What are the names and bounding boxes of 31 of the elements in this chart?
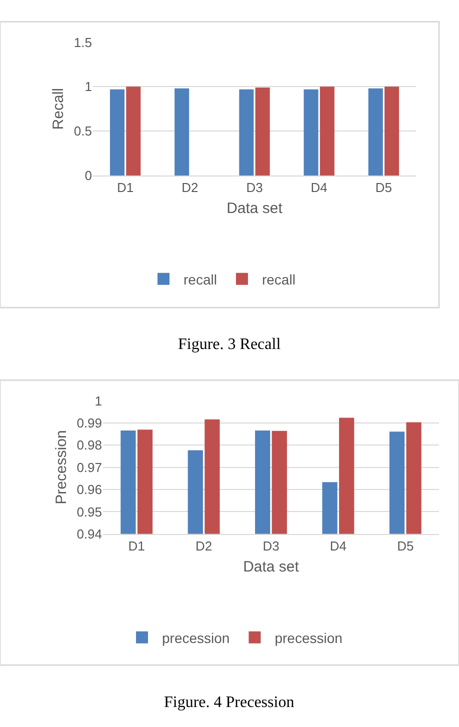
text: Figure. 4 Precession (164, 694, 294, 711)
legend-label: precession (274, 630, 342, 646)
y-tick-label: 1 (84, 79, 92, 94)
x-tick-label: D4 (310, 180, 328, 196)
y-tick-label: 1.5 (74, 34, 92, 50)
x-tick-label: D2 (182, 180, 198, 196)
x-tick-label: D5 (397, 538, 414, 554)
y-tick-label: 0.99 (76, 415, 102, 430)
x-tick-label: D4 (330, 538, 347, 554)
legend-label: recall (184, 271, 217, 288)
y-tick-label: 0.96 (76, 482, 102, 498)
y-tick-label: 1 (94, 393, 102, 408)
y-tick-label: 0 (84, 168, 92, 183)
x-tick-label: D5 (375, 180, 392, 196)
x-tick-label: D3 (262, 538, 280, 554)
y-axis-title: Recall (50, 88, 68, 130)
text: Figure. 3 Recall (178, 336, 282, 353)
y-tick-label: 0.97 (76, 460, 102, 475)
y-tick-label: 0.94 (76, 526, 102, 542)
y-axis-title: Precession (52, 430, 70, 504)
legend-label: recall (262, 271, 296, 288)
x-tick-label: D3 (246, 180, 263, 196)
x-tick-label: D2 (195, 538, 212, 554)
legend-label: precession (162, 630, 230, 646)
y-tick-label: 0.95 (76, 504, 102, 520)
x-tick-label: D1 (116, 180, 134, 196)
x-axis-title: Data set (243, 558, 300, 576)
y-tick-label: 0.98 (76, 438, 102, 453)
x-axis-title: Data set (226, 200, 284, 218)
x-tick-label: D1 (128, 538, 145, 554)
y-tick-label: 0.5 (74, 124, 92, 139)
